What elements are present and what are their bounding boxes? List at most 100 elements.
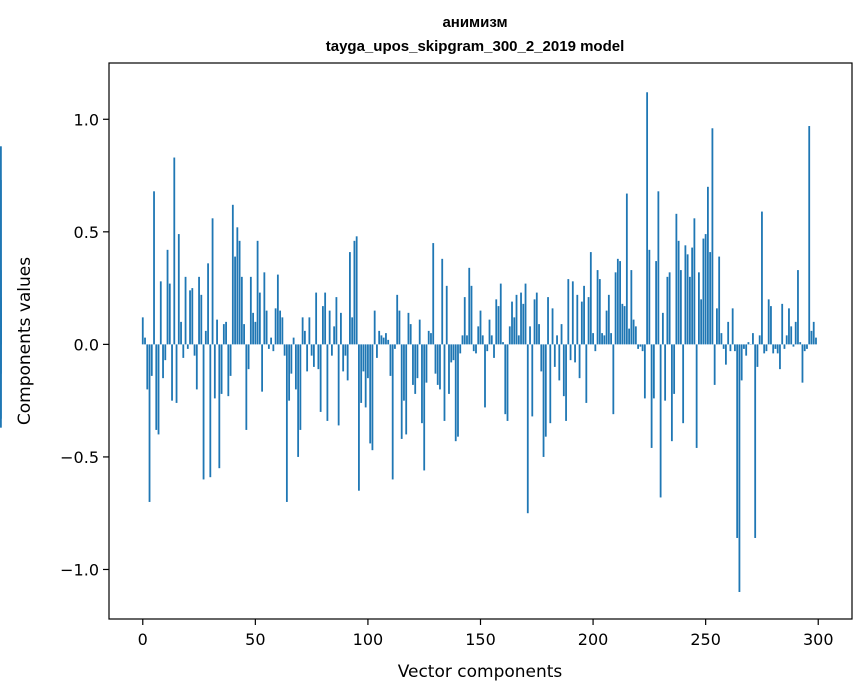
bar-131 — [436, 344, 439, 385]
bar-186 — [560, 324, 563, 345]
bar-65 — [288, 344, 291, 401]
bar-150 — [479, 310, 482, 345]
bar-259 — [725, 344, 727, 365]
bar-2 — [146, 344, 149, 390]
bar-272 — [754, 344, 757, 538]
bar-261 — [729, 344, 732, 352]
bar-61 — [279, 310, 282, 345]
bar-269 — [747, 342, 750, 345]
bar-220 — [637, 344, 640, 349]
bar-102 — [371, 344, 374, 451]
bar-113 — [396, 294, 399, 345]
plot-frame — [108, 62, 853, 620]
bar-7 — [157, 344, 160, 435]
y-tick-label: 1.0 — [74, 110, 99, 129]
bar-137 — [450, 344, 453, 363]
bar-46 — [245, 344, 248, 430]
bar-286 — [785, 335, 788, 345]
bar-184 — [556, 335, 558, 345]
bar-207 — [607, 294, 610, 345]
bar-0 — [141, 317, 144, 345]
bar-282 — [776, 344, 779, 354]
bar-130 — [434, 344, 437, 374]
bar-43 — [238, 240, 241, 345]
bar-203 — [598, 279, 601, 345]
bar-74 — [308, 317, 311, 345]
bar-296 — [808, 126, 811, 345]
bar-31 — [211, 218, 214, 345]
bar-59 — [274, 308, 277, 345]
bar-224 — [646, 92, 649, 345]
bar-271 — [752, 333, 754, 345]
bar-4 — [150, 344, 153, 376]
bar-15 — [175, 344, 178, 403]
bar-97 — [360, 344, 363, 403]
bar-254 — [713, 344, 716, 385]
bar-166 — [515, 294, 518, 345]
bar-71 — [301, 317, 304, 345]
bar-168 — [520, 292, 522, 345]
bar-199 — [589, 252, 592, 345]
bar-251 — [707, 186, 709, 345]
bar-62 — [281, 317, 284, 345]
bar-232 — [664, 344, 667, 401]
bar-176 — [538, 324, 540, 345]
bar-109 — [387, 339, 390, 345]
bar-252 — [709, 252, 712, 345]
bar-3 — [148, 344, 151, 502]
bar-260 — [727, 321, 730, 345]
x-tick-label: 0 — [138, 630, 148, 649]
bar-215 — [625, 193, 628, 345]
bar-149 — [477, 326, 480, 345]
bar-79 — [319, 344, 322, 412]
bar-265 — [738, 344, 741, 592]
bar-225 — [648, 249, 651, 345]
bar-217 — [630, 270, 633, 345]
bar-156 — [493, 344, 495, 358]
bar-266 — [740, 344, 743, 381]
bar-201 — [594, 344, 597, 352]
bar-44 — [240, 276, 243, 345]
bar-293 — [801, 344, 804, 383]
bar-32 — [213, 344, 216, 399]
bar-85 — [333, 326, 336, 345]
bar-34 — [218, 344, 221, 469]
bar-16 — [177, 234, 180, 345]
bar-77 — [315, 292, 318, 345]
bar-299 — [815, 337, 817, 345]
bar-177 — [540, 344, 543, 372]
bar-76 — [312, 344, 315, 367]
bar-136 — [448, 344, 450, 394]
bar-281 — [774, 344, 777, 349]
bar-64 — [285, 344, 288, 502]
bar-164 — [511, 301, 513, 345]
bar-289 — [792, 344, 795, 347]
bar-208 — [610, 333, 612, 345]
bar-80 — [321, 306, 324, 345]
y-tick-label: 0.5 — [74, 223, 99, 242]
bar-288 — [790, 326, 793, 345]
y-axis-ticks: −1.0 −0.5 0.0 0.5 1.0 — [60, 110, 109, 579]
bar-14 — [173, 157, 176, 345]
bar-169 — [522, 303, 525, 345]
bar-151 — [481, 335, 484, 345]
bar-213 — [621, 303, 624, 345]
bar-211 — [616, 258, 619, 345]
bar-185 — [558, 344, 561, 381]
bar-256 — [718, 256, 721, 345]
bar-12 — [168, 283, 171, 345]
bar-175 — [535, 292, 538, 345]
bar-107 — [382, 337, 385, 345]
bar-157 — [495, 299, 498, 345]
bar-278 — [767, 299, 770, 345]
bar-73 — [306, 344, 309, 372]
bar-144 — [466, 335, 468, 345]
y-tick-label: −1.0 — [60, 560, 99, 579]
bar-240 — [682, 344, 685, 424]
bar-172 — [529, 326, 531, 345]
bar-234 — [668, 272, 671, 345]
bar-212 — [619, 261, 621, 345]
bar-250 — [704, 234, 707, 345]
bar-41 — [234, 256, 236, 345]
bar-75 — [310, 344, 313, 356]
